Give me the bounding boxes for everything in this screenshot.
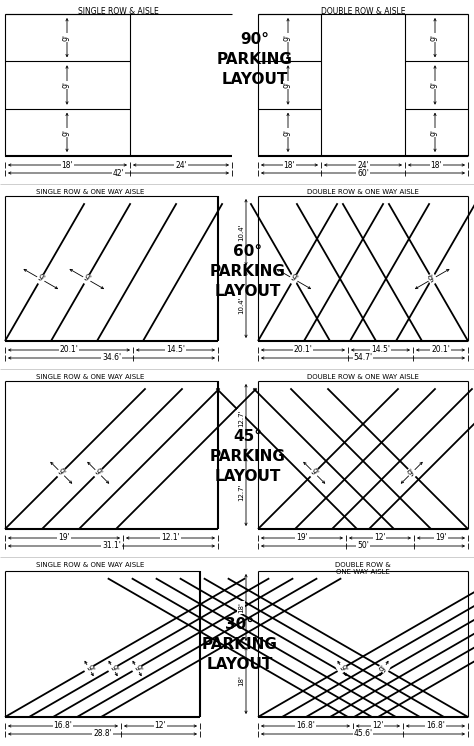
Text: 9': 9' <box>36 273 46 285</box>
Text: 31.1': 31.1' <box>102 542 121 551</box>
Text: 16.8': 16.8' <box>54 721 73 730</box>
Text: 9': 9' <box>108 663 118 674</box>
Text: 18': 18' <box>283 160 295 169</box>
Text: 54.7': 54.7' <box>354 354 373 363</box>
Text: 12': 12' <box>372 721 384 730</box>
Text: 9': 9' <box>406 467 418 478</box>
Text: 14.5': 14.5' <box>371 345 390 354</box>
Text: 12': 12' <box>374 533 386 542</box>
Text: 9': 9' <box>309 467 320 478</box>
Text: 9': 9' <box>430 129 439 136</box>
Text: 9': 9' <box>430 81 439 89</box>
Text: 9': 9' <box>82 273 92 285</box>
Text: 28.8': 28.8' <box>93 730 112 739</box>
Text: 9': 9' <box>55 467 67 478</box>
Text: 12.7': 12.7' <box>238 410 244 427</box>
Text: 18': 18' <box>238 675 244 686</box>
Text: 9': 9' <box>63 129 72 136</box>
Text: 9': 9' <box>131 663 143 674</box>
Text: 9': 9' <box>283 81 292 89</box>
Text: 42': 42' <box>113 169 124 178</box>
Text: 9': 9' <box>427 273 438 285</box>
Text: 18': 18' <box>62 160 73 169</box>
Text: 16.8': 16.8' <box>296 721 315 730</box>
Text: 20.1': 20.1' <box>60 345 78 354</box>
Text: 9': 9' <box>83 663 95 674</box>
Text: 24': 24' <box>357 160 369 169</box>
Text: DOUBLE ROW &
ONE WAY AISLE: DOUBLE ROW & ONE WAY AISLE <box>335 562 391 575</box>
Text: 10.4': 10.4' <box>238 296 244 313</box>
Text: 9': 9' <box>289 273 299 285</box>
Text: 14.5': 14.5' <box>166 345 185 354</box>
Text: SINGLE ROW & AISLE: SINGLE ROW & AISLE <box>78 7 159 16</box>
Text: 9': 9' <box>430 34 439 41</box>
Text: 12.7': 12.7' <box>238 483 244 501</box>
Text: 18': 18' <box>238 602 244 613</box>
Text: 16.8': 16.8' <box>426 721 445 730</box>
Text: 9': 9' <box>63 34 72 41</box>
Text: 9': 9' <box>337 663 348 674</box>
Text: 9': 9' <box>63 81 72 89</box>
Text: 45.6': 45.6' <box>354 730 373 739</box>
Text: 19': 19' <box>58 533 70 542</box>
Text: SINGLE ROW & ONE WAY AISLE: SINGLE ROW & ONE WAY AISLE <box>36 562 144 568</box>
Text: 45°
PARKING
LAYOUT: 45° PARKING LAYOUT <box>210 429 286 483</box>
Text: 20.1': 20.1' <box>293 345 312 354</box>
Text: 9': 9' <box>378 663 390 674</box>
Text: 60': 60' <box>357 169 369 178</box>
Text: 90°
PARKING
LAYOUT: 90° PARKING LAYOUT <box>217 32 293 87</box>
Text: 12.1': 12.1' <box>161 533 180 542</box>
Text: SINGLE ROW & ONE WAY AISLE: SINGLE ROW & ONE WAY AISLE <box>36 374 144 380</box>
Text: 18': 18' <box>431 160 442 169</box>
Text: DOUBLE ROW & ONE WAY AISLE: DOUBLE ROW & ONE WAY AISLE <box>307 189 419 195</box>
Text: 10.4': 10.4' <box>238 224 244 241</box>
Text: DOUBLE ROW & ONE WAY AISLE: DOUBLE ROW & ONE WAY AISLE <box>307 374 419 380</box>
Text: 19': 19' <box>296 533 308 542</box>
Text: 34.6': 34.6' <box>102 354 121 363</box>
Text: 60°
PARKING
LAYOUT: 60° PARKING LAYOUT <box>210 244 286 298</box>
Text: 9': 9' <box>283 129 292 136</box>
Text: 9': 9' <box>283 34 292 41</box>
Text: DOUBLE ROW & AISLE: DOUBLE ROW & AISLE <box>321 7 405 16</box>
Text: 20.1': 20.1' <box>431 345 450 354</box>
Text: 9': 9' <box>92 467 104 478</box>
Text: SINGLE ROW & ONE WAY AISLE: SINGLE ROW & ONE WAY AISLE <box>36 189 144 195</box>
Text: 12': 12' <box>155 721 166 730</box>
Text: 30°
PARKING
LAYOUT: 30° PARKING LAYOUT <box>202 617 278 671</box>
Text: 19': 19' <box>435 533 447 542</box>
Text: 24': 24' <box>175 160 187 169</box>
Text: 50': 50' <box>357 542 369 551</box>
